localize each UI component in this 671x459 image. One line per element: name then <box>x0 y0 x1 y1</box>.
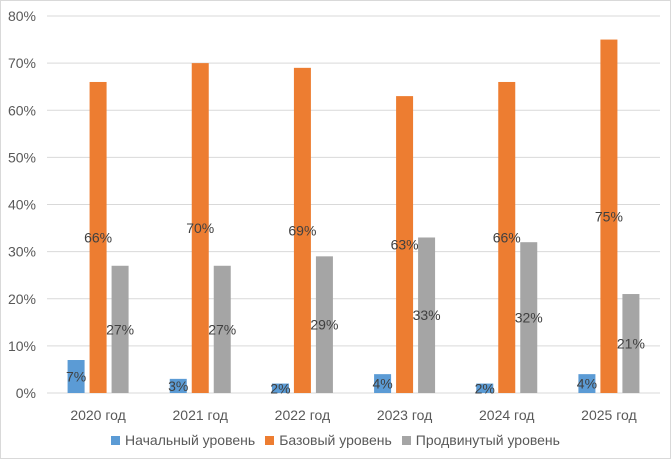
data-label-basic: 75% <box>595 208 623 224</box>
bar-beginner <box>67 360 85 393</box>
bar-beginner <box>374 374 392 393</box>
bar-advanced <box>315 256 333 393</box>
data-label-beginner: 3% <box>168 378 188 394</box>
data-label-beginner: 4% <box>372 376 392 392</box>
data-label-basic: 66% <box>84 229 112 245</box>
legend-swatch-beginner <box>111 435 121 445</box>
x-tick-label: 2024 год <box>479 407 534 423</box>
bar-basic <box>600 39 618 393</box>
x-tick-label: 2022 год <box>275 407 330 423</box>
y-tick-label: 50% <box>8 149 36 165</box>
bar-advanced <box>520 242 538 393</box>
legend: Начальный уровень Базовый уровень Продви… <box>0 432 671 448</box>
bar-advanced <box>213 265 231 393</box>
bar-advanced <box>418 237 436 393</box>
x-tick-label: 2021 год <box>173 407 228 423</box>
x-tick-label: 2025 год <box>581 407 636 423</box>
legend-label-basic: Базовый уровень <box>279 432 392 448</box>
legend-label-advanced: Продвинутый уровень <box>415 432 560 448</box>
data-label-advanced: 33% <box>413 307 441 323</box>
bar-beginner <box>271 383 289 393</box>
data-label-basic: 70% <box>186 220 214 236</box>
bar-basic <box>396 96 414 394</box>
legend-swatch-advanced <box>401 435 411 445</box>
data-label-advanced: 27% <box>208 321 236 337</box>
data-label-advanced: 27% <box>106 321 134 337</box>
data-label-basic: 63% <box>391 237 419 253</box>
y-tick-label: 10% <box>8 338 36 354</box>
bar-basic <box>191 63 209 393</box>
legend-swatch-basic <box>265 435 275 445</box>
bar-basic <box>293 67 311 394</box>
bar-basic <box>498 81 516 393</box>
data-label-advanced: 21% <box>617 336 645 352</box>
y-tick-label: 80% <box>8 8 36 24</box>
bar-beginner <box>578 374 596 393</box>
legend-item-basic: Базовый уровень <box>265 432 392 448</box>
data-label-beginner: 2% <box>270 380 290 396</box>
x-tick-label: 2020 год <box>70 407 125 423</box>
bar-basic <box>89 81 107 393</box>
y-tick-label: 30% <box>8 244 36 260</box>
bar-beginner <box>169 378 187 393</box>
data-label-advanced: 29% <box>310 317 338 333</box>
bar-chart: 0% 10% 20% 30% 40% 50% 60% 70% 80% 7% 66% 27% 2020 г… <box>8 8 660 423</box>
legend-item-beginner: Начальный уровень <box>111 432 255 448</box>
x-tick-label: 2023 год <box>377 407 432 423</box>
data-label-basic: 66% <box>493 229 521 245</box>
bar-advanced <box>622 294 640 393</box>
y-tick-label: 20% <box>8 291 36 307</box>
legend-label-beginner: Начальный уровень <box>125 432 256 448</box>
data-label-advanced: 32% <box>515 310 543 326</box>
data-label-beginner: 7% <box>66 369 86 385</box>
bar-advanced <box>111 265 129 393</box>
data-label-basic: 69% <box>288 222 316 238</box>
legend-item-advanced: Продвинутый уровень <box>401 432 560 448</box>
y-tick-label: 0% <box>16 385 36 401</box>
data-label-beginner: 2% <box>475 380 495 396</box>
data-label-beginner: 4% <box>577 376 597 392</box>
y-tick-label: 70% <box>8 55 36 71</box>
y-tick-label: 60% <box>8 102 36 118</box>
y-tick-label: 40% <box>8 197 36 213</box>
bar-beginner <box>476 383 494 393</box>
